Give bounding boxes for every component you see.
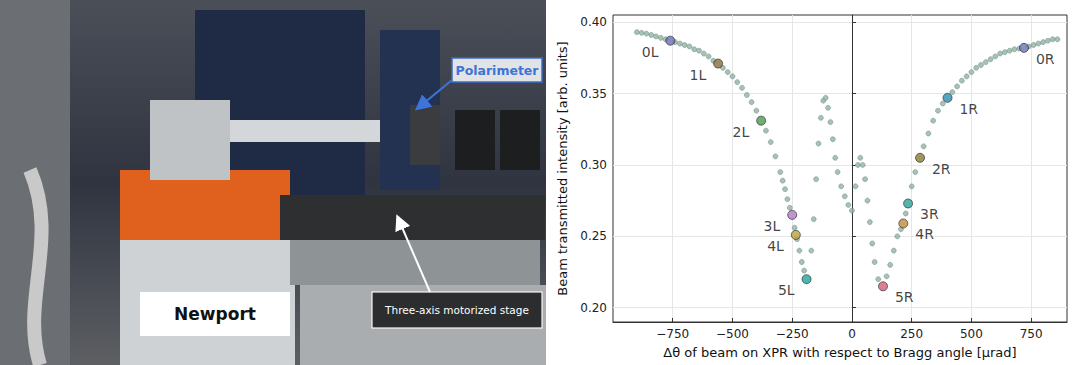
- svg-text:5L: 5L: [778, 282, 795, 298]
- svg-text:Newport: Newport: [174, 304, 256, 324]
- svg-text:250: 250: [900, 327, 923, 341]
- svg-text:−500: −500: [716, 327, 749, 341]
- svg-text:5R: 5R: [895, 289, 914, 305]
- svg-text:0.20: 0.20: [580, 301, 607, 315]
- svg-text:0R: 0R: [1036, 51, 1055, 67]
- svg-text:4L: 4L: [767, 238, 784, 254]
- svg-text:750: 750: [1020, 327, 1043, 341]
- svg-text:3R: 3R: [920, 206, 939, 222]
- svg-text:Beam transmitted intensity [ar: Beam transmitted intensity [arb. units]: [555, 41, 570, 295]
- svg-text:1L: 1L: [690, 67, 707, 83]
- svg-text:1R: 1R: [959, 101, 978, 117]
- svg-text:2R: 2R: [932, 161, 951, 177]
- svg-text:2L: 2L: [733, 124, 750, 140]
- svg-text:−750: −750: [656, 327, 689, 341]
- svg-text:Δθ of beam on XPR with respect: Δθ of beam on XPR with respect to Bragg …: [663, 345, 1016, 360]
- svg-text:0.35: 0.35: [580, 87, 607, 101]
- svg-text:500: 500: [960, 327, 983, 341]
- svg-text:0.40: 0.40: [580, 15, 607, 29]
- svg-text:0: 0: [848, 327, 856, 341]
- svg-text:0.25: 0.25: [580, 229, 607, 243]
- svg-text:−250: −250: [776, 327, 809, 341]
- svg-text:Three-axis motorized stage: Three-axis motorized stage: [384, 304, 529, 316]
- svg-text:4R: 4R: [915, 226, 934, 242]
- svg-text:0L: 0L: [642, 44, 659, 60]
- svg-text:Polarimeter: Polarimeter: [455, 63, 539, 78]
- svg-text:3L: 3L: [764, 218, 781, 234]
- svg-text:0.30: 0.30: [580, 158, 607, 172]
